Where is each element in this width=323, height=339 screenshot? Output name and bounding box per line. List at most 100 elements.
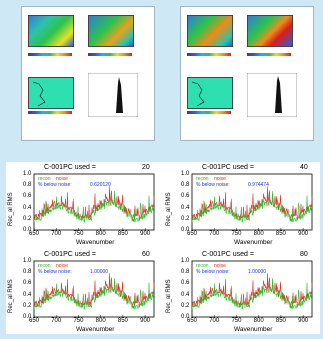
plot-canvas: [33, 260, 155, 318]
colorbar: [247, 53, 291, 56]
coastline-outline: [32, 81, 46, 107]
y-tick-label: 0.4: [181, 291, 190, 298]
legend-below-value: 0.974474: [248, 182, 269, 188]
colorbar: [187, 111, 231, 114]
x-tick-label: 700: [209, 231, 220, 237]
colorbar: [28, 111, 72, 114]
y-tick-label: 0.4: [23, 204, 32, 211]
x-tick-label: 700: [51, 318, 62, 324]
y-tick-label: 0.4: [181, 204, 190, 211]
plot-canvas: [33, 173, 155, 231]
noise-series: [191, 186, 313, 220]
y-tick-label: 1.0: [23, 258, 32, 264]
y-tick-label: 0.2: [23, 215, 32, 222]
map-composite-right: [180, 6, 314, 141]
y-tick-label: 0.2: [181, 302, 190, 309]
map-image: [28, 15, 74, 47]
legend-noise: noise: [214, 176, 226, 182]
x-tick-label: 750: [231, 318, 242, 324]
x-axis-label: Wavenumber: [234, 326, 273, 333]
noise-series: [33, 186, 155, 220]
y-tick-label: 0.0: [23, 314, 32, 320]
legend-below: % below noise:: [196, 182, 230, 188]
plot-title-label: C-001PC used =: [202, 164, 254, 171]
y-tick-label: 0.6: [181, 280, 190, 287]
y-tick-label: 0.2: [23, 302, 32, 309]
legend-below-value: 1.00000: [90, 269, 109, 275]
legend-below-value: 1.00000: [248, 269, 267, 275]
y-axis-label: Rec_al RMS: [8, 192, 14, 226]
y-tick-label: 0.6: [23, 193, 32, 200]
y-tick-label: 0.8: [23, 182, 32, 189]
colorbar: [187, 53, 231, 56]
x-tick-label: 650: [187, 231, 198, 237]
x-tick-label: 650: [29, 318, 40, 324]
histogram: [88, 73, 138, 117]
map-image: [187, 15, 233, 47]
map-image: [88, 15, 134, 47]
x-axis-label: Wavenumber: [76, 239, 115, 246]
legend-noise: noise: [56, 263, 68, 269]
plot-title-label: C-001PC used =: [44, 164, 96, 171]
legend-below: % below noise:: [196, 269, 230, 275]
noise-series: [191, 273, 313, 307]
x-tick-label: 700: [51, 231, 62, 237]
legend-below-value: 0.620120: [90, 182, 111, 188]
recon-series: [191, 278, 313, 310]
x-tick-label: 750: [73, 318, 84, 324]
plot-title-value: 40: [300, 164, 308, 171]
x-tick-label: 850: [275, 318, 286, 324]
legend-recon: recon: [38, 263, 51, 269]
x-tick-label: 750: [231, 231, 242, 237]
legend-recon: recon: [38, 176, 51, 182]
x-tick-label: 800: [253, 318, 264, 324]
x-tick-label: 800: [253, 231, 264, 237]
x-tick-label: 650: [29, 231, 40, 237]
y-tick-label: 0.6: [23, 280, 32, 287]
x-tick-label: 900: [140, 318, 151, 324]
y-axis-label: Rec_al RMS: [8, 279, 14, 313]
x-tick-label: 800: [95, 318, 106, 324]
spectrum-plot: C-001PC used = 80 recon noise% below noise:…: [164, 251, 320, 337]
map-image: [187, 77, 233, 109]
y-tick-label: 0.8: [23, 269, 32, 276]
y-tick-label: 0.2: [181, 215, 190, 222]
x-axis-label: Wavenumber: [76, 326, 115, 333]
y-tick-label: 0.4: [23, 291, 32, 298]
x-tick-label: 850: [117, 231, 128, 237]
plot-canvas: [191, 173, 313, 231]
recon-series: [191, 191, 313, 223]
y-tick-label: 0.8: [181, 182, 190, 189]
plot-title-value: 80: [300, 251, 308, 258]
y-axis-label: Rec_al RMS: [166, 279, 172, 313]
x-tick-label: 900: [298, 318, 309, 324]
x-tick-label: 900: [140, 231, 151, 237]
x-tick-label: 900: [298, 231, 309, 237]
legend-recon: recon: [196, 176, 209, 182]
legend-below: % below noise:: [38, 269, 72, 275]
plot-title-value: 60: [142, 251, 150, 258]
recon-series: [33, 191, 155, 223]
plot-title-value: 20: [142, 164, 150, 171]
spectrum-plot: C-001PC used = 20 recon noise% below noise:…: [6, 164, 162, 250]
y-tick-label: 1.0: [23, 171, 32, 177]
legend-below: % below noise:: [38, 182, 72, 188]
plot-canvas: [191, 260, 313, 318]
y-tick-label: 1.0: [181, 171, 190, 177]
legend-noise: noise: [56, 176, 68, 182]
colorbar: [28, 53, 72, 56]
y-tick-label: 0.0: [181, 314, 190, 320]
x-tick-label: 800: [95, 231, 106, 237]
x-tick-label: 850: [275, 231, 286, 237]
y-axis-label: Rec_al RMS: [166, 192, 172, 226]
noise-series: [33, 273, 155, 307]
legend-recon: recon: [196, 263, 209, 269]
map-composite-left: [21, 6, 155, 141]
y-tick-label: 1.0: [181, 258, 190, 264]
map-image: [28, 77, 74, 109]
x-tick-label: 850: [117, 318, 128, 324]
recon-series: [33, 278, 155, 310]
plot-title-label: C-001PC used =: [202, 251, 254, 258]
legend-noise: noise: [214, 263, 226, 269]
